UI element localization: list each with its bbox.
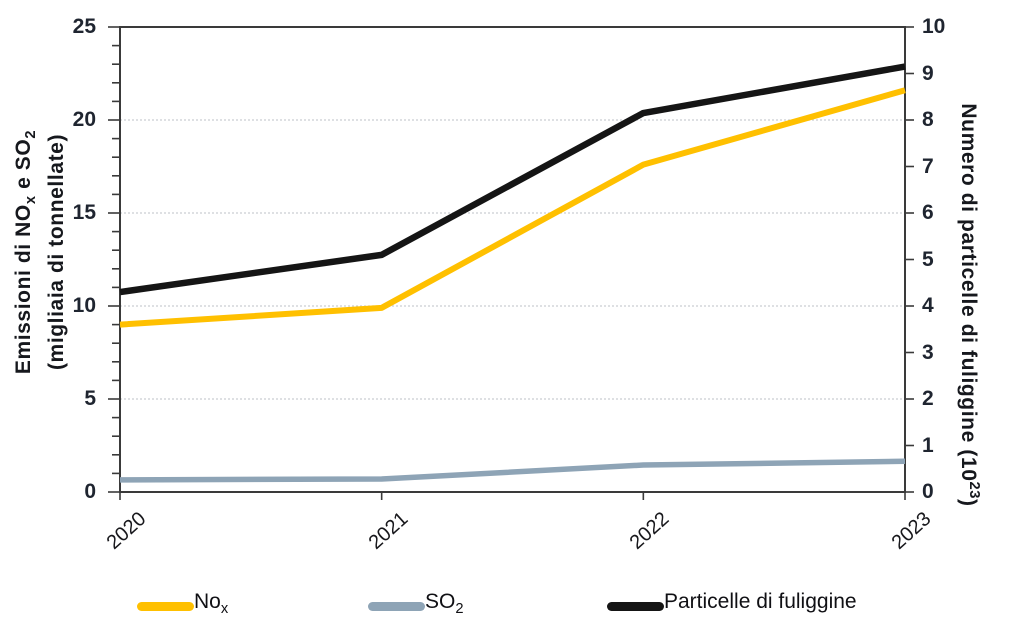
legend-item-fuliggine: Particelle di fuliggine xyxy=(607,590,857,619)
right-axis-tick-label: 5 xyxy=(922,247,934,271)
right-axis-tick-label: 3 xyxy=(922,340,934,364)
left-axis-title-line1: Emissioni di NOx e SO2 xyxy=(12,129,40,375)
legend-label-so2: SO2 xyxy=(425,590,464,618)
left-axis-tick-label: 10 xyxy=(72,294,96,317)
nox-line-swatch xyxy=(137,601,194,611)
right-axis-tick-label: 9 xyxy=(922,61,934,85)
left-axis-tick-label: 25 xyxy=(72,15,96,38)
so2-line-swatch xyxy=(368,601,425,611)
right-axis-tick-label: 1 xyxy=(922,433,934,457)
legend-item-nox: Nox xyxy=(137,590,228,619)
right-axis-title: Numero di particelle di fuliggine (1023) xyxy=(957,103,982,507)
right-axis-tick-label: 4 xyxy=(922,294,934,317)
right-axis-tick-label: 10 xyxy=(922,15,946,38)
legend-item-so2: SO2 xyxy=(368,590,464,619)
left-axis-tick-label: 0 xyxy=(84,480,96,503)
plot-border xyxy=(119,26,906,493)
series-line-so2 xyxy=(119,458,906,483)
series-line-particelle-di-fuliggine xyxy=(119,63,906,296)
right-axis-tick-label: 7 xyxy=(922,154,934,178)
series-line-nox xyxy=(119,87,906,328)
left-axis-tick-label: 20 xyxy=(72,108,96,131)
right-axis-tick-label: 2 xyxy=(922,387,934,410)
left-axis-tick-label: 5 xyxy=(84,387,96,410)
left-axis-title: Emissioni di NOx e SO2 (migliaia di tonn… xyxy=(11,0,68,512)
legend-label-nox: Nox xyxy=(194,590,229,618)
right-axis-tick-label: 0 xyxy=(922,480,934,503)
left-axis-title-line2: (migliaia di tonnellate) xyxy=(45,133,69,371)
left-axis-tick-label: 15 xyxy=(72,201,96,224)
right-axis-tick-label: 6 xyxy=(922,201,934,224)
right-axis-tick-label: 8 xyxy=(922,108,934,131)
fuliggine-line-swatch xyxy=(607,601,664,611)
legend-label-fuliggine: Particelle di fuliggine xyxy=(664,590,857,614)
